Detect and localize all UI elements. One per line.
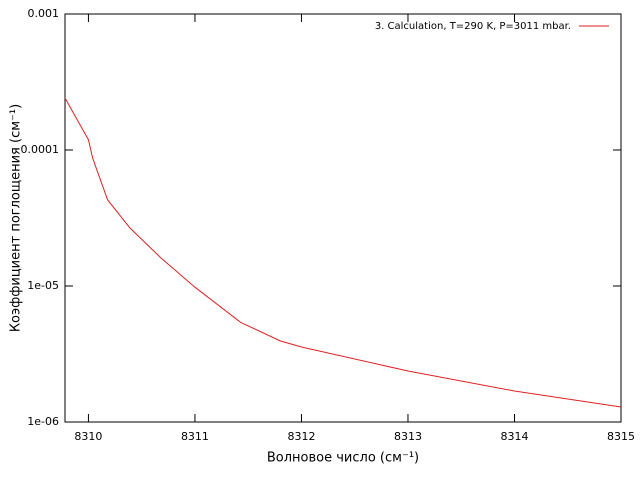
plot-frame xyxy=(64,13,622,423)
legend-label: 3. Calculation, T=290 K, P=3011 mbar. xyxy=(375,21,571,32)
y-tick-label: 0.001 xyxy=(28,7,60,20)
y-tick-label: 0.0001 xyxy=(21,143,60,156)
x-tick-label: 8311 xyxy=(181,430,209,443)
y-tick-label: 1e-05 xyxy=(27,279,59,292)
x-tick-label: 8314 xyxy=(500,430,528,443)
x-tick-label: 8313 xyxy=(394,430,422,443)
data-line xyxy=(64,97,622,408)
y-axis-label: Коэффициент поглощения (см⁻¹) xyxy=(9,104,24,332)
x-axis-label: Волновое число (см⁻¹) xyxy=(267,451,419,466)
y-tick-label: 1e-06 xyxy=(27,415,59,428)
x-tick-label: 8310 xyxy=(74,430,102,443)
x-tick-label: 8312 xyxy=(287,430,315,443)
x-tick-label: 8315 xyxy=(607,430,635,443)
